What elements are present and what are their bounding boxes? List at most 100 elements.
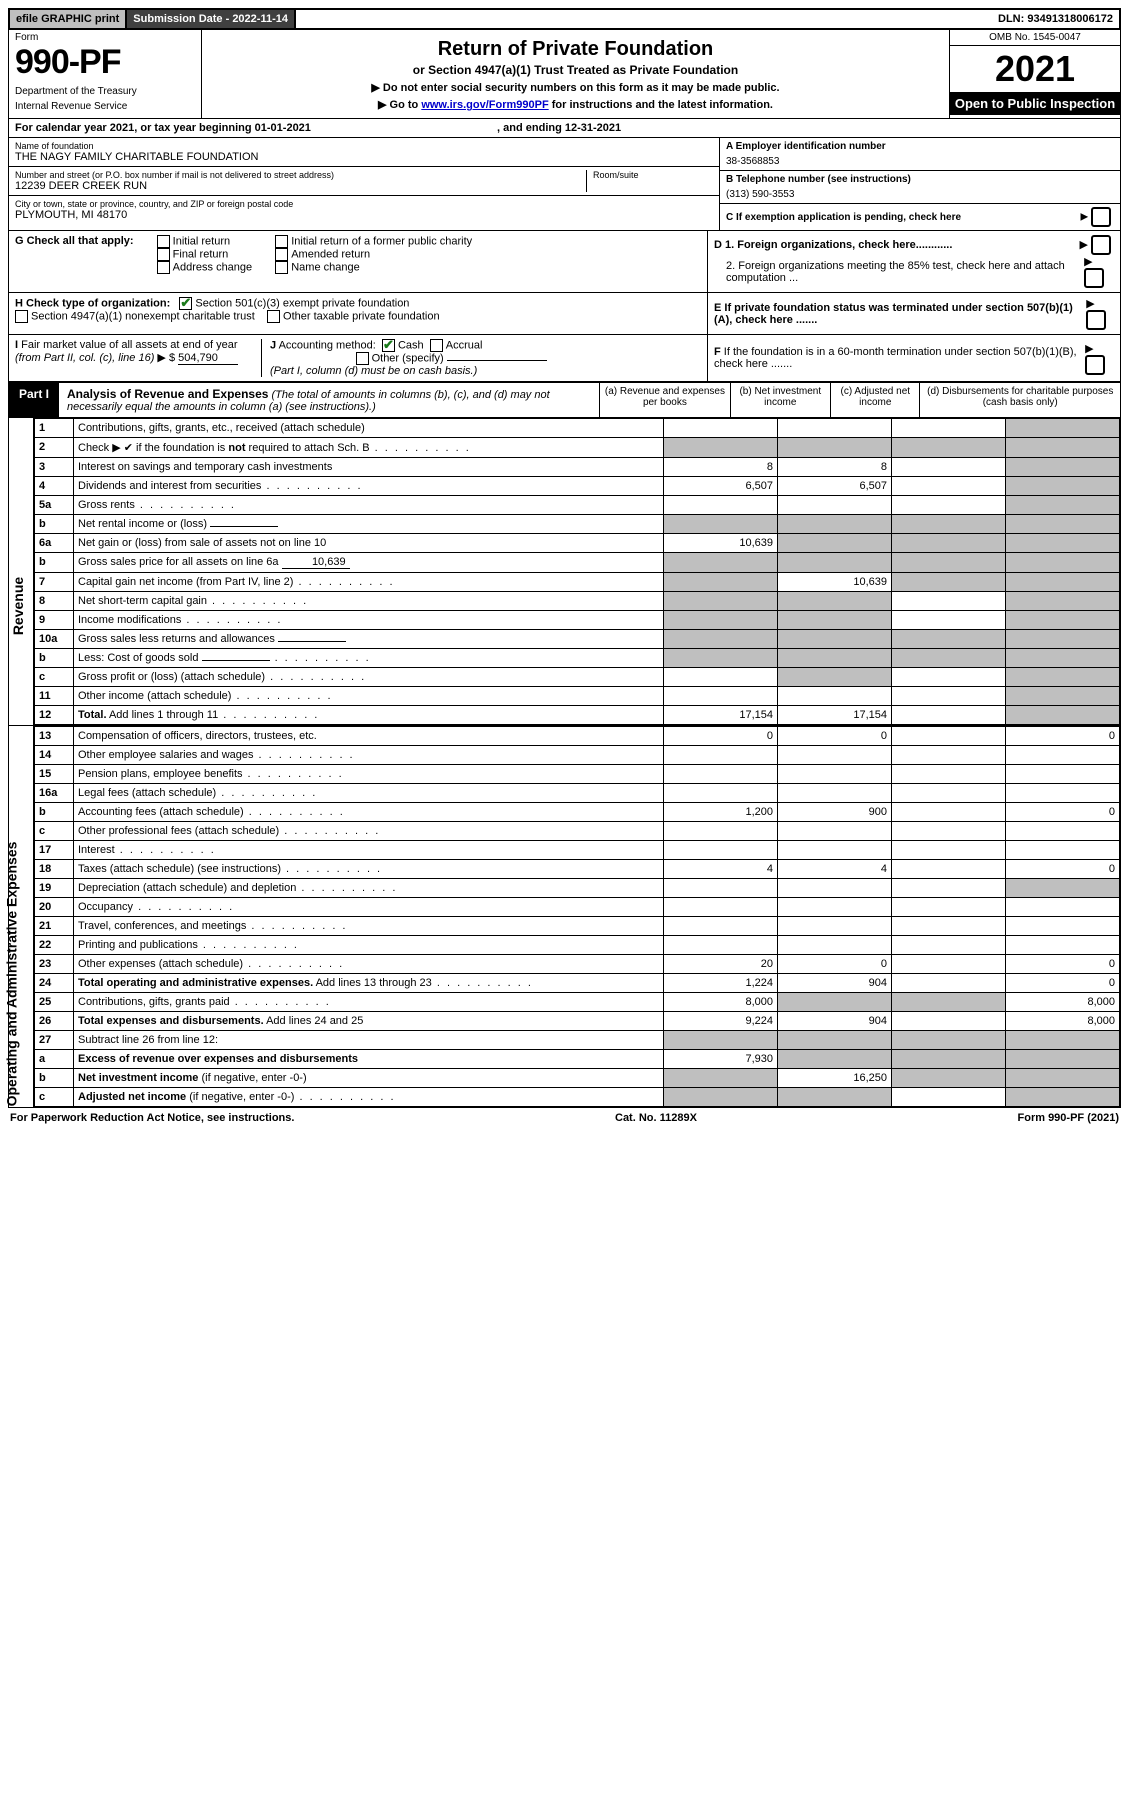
row-desc: Gross sales less returns and allowances — [74, 630, 664, 649]
section-he-row: H Check type of organization: Section 50… — [8, 293, 1121, 335]
section-f-checkbox[interactable] — [1085, 355, 1105, 375]
cell-grey — [892, 573, 1006, 592]
cell-value — [778, 822, 892, 841]
ein-label: A Employer identification number — [726, 141, 1114, 152]
cell-value: 0 — [1006, 860, 1120, 879]
row-desc: Total. Add lines 1 through 11 — [74, 706, 664, 725]
row-desc: Check ▶ ✔ if the foundation is not requi… — [74, 438, 664, 458]
inline-value — [278, 641, 346, 642]
name-label: Name of foundation — [15, 141, 713, 151]
name-change-checkbox[interactable] — [275, 261, 288, 274]
foundation-info-grid: Name of foundation THE NAGY FAMILY CHARI… — [8, 138, 1121, 231]
row-number: a — [35, 1050, 74, 1069]
expenses-table: 13Compensation of officers, directors, t… — [34, 726, 1120, 1107]
cell-value: 0 — [778, 955, 892, 974]
h-opt2: Section 4947(a)(1) nonexempt charitable … — [31, 310, 255, 322]
cell-value: 7,930 — [664, 1050, 778, 1069]
table-row: 27Subtract line 26 from line 12: — [35, 1031, 1120, 1050]
cell-value: 10,639 — [778, 573, 892, 592]
cell-value: 0 — [1006, 974, 1120, 993]
cash-checkbox[interactable] — [382, 339, 395, 352]
row-desc: Other income (attach schedule) — [74, 687, 664, 706]
accrual-checkbox[interactable] — [430, 339, 443, 352]
footer-left: For Paperwork Reduction Act Notice, see … — [10, 1112, 294, 1124]
omb-number: OMB No. 1545-0047 — [950, 30, 1120, 46]
cell-grey — [664, 1069, 778, 1088]
open-public-badge: Open to Public Inspection — [950, 92, 1120, 115]
amended-return-checkbox[interactable] — [275, 248, 288, 261]
foundation-city: PLYMOUTH, MI 48170 — [15, 209, 713, 221]
tax-year: 2021 — [950, 46, 1120, 92]
cell-grey — [664, 515, 778, 534]
h-4947-checkbox[interactable] — [15, 310, 28, 323]
table-row: 26Total expenses and disbursements. Add … — [35, 1012, 1120, 1031]
row-desc: Gross profit or (loss) (attach schedule) — [74, 668, 664, 687]
cell-grey — [664, 630, 778, 649]
initial-former-checkbox[interactable] — [275, 235, 288, 248]
cell-grey — [892, 1050, 1006, 1069]
form990pf-link[interactable]: www.irs.gov/Form990PF — [421, 99, 548, 111]
cell-value: 8 — [664, 458, 778, 477]
table-row: 3Interest on savings and temporary cash … — [35, 458, 1120, 477]
cell-grey — [778, 534, 892, 553]
other-method-checkbox[interactable] — [356, 352, 369, 365]
row-number: c — [35, 822, 74, 841]
d2-checkbox[interactable] — [1084, 268, 1104, 288]
table-row: 17Interest — [35, 841, 1120, 860]
row-desc: Compensation of officers, directors, tru… — [74, 727, 664, 746]
section-e-checkbox[interactable] — [1086, 310, 1106, 330]
address-change-checkbox[interactable] — [157, 261, 170, 274]
row-desc: Contributions, gifts, grants paid — [74, 993, 664, 1012]
expenses-section: Operating and Administrative Expenses 13… — [8, 726, 1121, 1108]
section-f-label: F If the foundation is in a 60-month ter… — [714, 346, 1085, 370]
cell-value: 8,000 — [664, 993, 778, 1012]
cell-value — [778, 496, 892, 515]
footer-cat-no: Cat. No. 11289X — [615, 1112, 697, 1124]
table-row: 10aGross sales less returns and allowanc… — [35, 630, 1120, 649]
cell-value: 6,507 — [778, 477, 892, 496]
cell-value — [664, 765, 778, 784]
cash-label: Cash — [398, 339, 424, 351]
row-number: 1 — [35, 419, 74, 438]
h-501c3-checkbox[interactable] — [179, 297, 192, 310]
cell-grey — [892, 438, 1006, 458]
cell-value — [664, 419, 778, 438]
section-h-label: H Check type of organization: — [15, 297, 170, 309]
cell-value: 904 — [778, 974, 892, 993]
cell-grey — [1006, 630, 1120, 649]
cell-grey — [664, 438, 778, 458]
initial-return-checkbox[interactable] — [157, 235, 170, 248]
irs-label: Internal Revenue Service — [15, 101, 195, 112]
cell-grey — [778, 515, 892, 534]
row-desc: Net rental income or (loss) — [74, 515, 664, 534]
row-desc: Capital gain net income (from Part IV, l… — [74, 573, 664, 592]
cell-grey — [778, 438, 892, 458]
opt-initial-return: Initial return — [173, 235, 230, 247]
cell-value — [892, 860, 1006, 879]
section-c-checkbox[interactable] — [1091, 207, 1111, 227]
tax-year-end: , and ending 12-31-2021 — [497, 122, 621, 134]
col-a-header: (a) Revenue and expenses per books — [600, 383, 730, 418]
cell-value — [892, 1088, 1006, 1107]
table-row: 20Occupancy — [35, 898, 1120, 917]
table-row: 9Income modifications — [35, 611, 1120, 630]
header-center: Return of Private Foundation or Section … — [202, 30, 949, 118]
row-number: 15 — [35, 765, 74, 784]
cell-value — [892, 841, 1006, 860]
cell-value — [664, 879, 778, 898]
cell-grey — [778, 1088, 892, 1107]
row-desc: Depreciation (attach schedule) and deple… — [74, 879, 664, 898]
cell-value — [1006, 784, 1120, 803]
name-cell: Name of foundation THE NAGY FAMILY CHARI… — [9, 138, 719, 167]
d1-checkbox[interactable] — [1091, 235, 1111, 255]
h-other-checkbox[interactable] — [267, 310, 280, 323]
row-desc: Net gain or (loss) from sale of assets n… — [74, 534, 664, 553]
final-return-checkbox[interactable] — [157, 248, 170, 261]
efile-print-button[interactable]: efile GRAPHIC print — [10, 10, 127, 28]
table-row: bAccounting fees (attach schedule)1,2009… — [35, 803, 1120, 822]
page-footer: For Paperwork Reduction Act Notice, see … — [8, 1108, 1121, 1124]
phone-label: B Telephone number (see instructions) — [726, 174, 1114, 185]
cell-value: 17,154 — [778, 706, 892, 725]
cell-value: 4 — [664, 860, 778, 879]
phone-cell: B Telephone number (see instructions) (3… — [720, 171, 1120, 204]
